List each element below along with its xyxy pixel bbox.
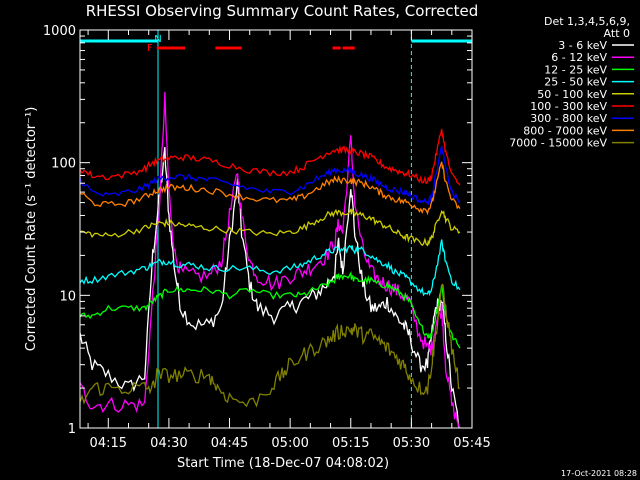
series-line-25to50keV xyxy=(79,239,461,297)
legend-label: 300 - 800 keV xyxy=(530,112,607,125)
x-axis-label: Start Time (18-Dec-07 04:08:02) xyxy=(177,456,389,471)
legend-header-1: Det 1,3,4,5,6,9, xyxy=(544,15,630,28)
series-line-7000to15000keV xyxy=(79,283,460,408)
legend-label: 12 - 25 keV xyxy=(544,63,607,76)
y-tick-label: 100 xyxy=(51,157,76,172)
x-tick-label: 05:15 xyxy=(332,436,369,451)
annotation-n: N xyxy=(154,34,161,45)
x-tick-label: 04:45 xyxy=(211,436,248,451)
y-tick-label: 1 xyxy=(68,422,76,437)
legend-label: 25 - 50 keV xyxy=(544,76,607,89)
legend-label: 7000 - 15000 keV xyxy=(509,137,607,150)
legend-label: 100 - 300 keV xyxy=(530,100,607,113)
chart-title: RHESSI Observing Summary Count Rates, Co… xyxy=(86,2,479,20)
legend-label: 50 - 100 keV xyxy=(537,88,607,101)
render-timestamp: 17-Oct-2021 08:28 xyxy=(561,469,637,478)
series-line-300to800keV xyxy=(79,145,461,206)
x-tick-label: 05:00 xyxy=(271,436,308,451)
series-line-12to25keV xyxy=(79,270,461,349)
plot-frame xyxy=(79,29,473,429)
legend-label: 3 - 6 keV xyxy=(558,39,607,52)
annotation-f: F xyxy=(147,43,153,54)
series-line-100to300keV xyxy=(79,128,461,186)
x-tick-label: 04:30 xyxy=(150,436,187,451)
series-line-3to6keV xyxy=(79,147,461,429)
legend-label: 6 - 12 keV xyxy=(551,51,607,64)
x-tick-label: 04:15 xyxy=(90,436,127,451)
y-axis-label: Corrected Count Rate (s⁻¹ detector⁻¹) xyxy=(24,107,39,352)
legend-header-2: Att 0 xyxy=(604,27,630,40)
x-tick-label: 05:30 xyxy=(393,436,430,451)
series-line-800to7000keV xyxy=(79,161,461,216)
x-tick-label: 05:45 xyxy=(453,436,490,451)
legend-label: 800 - 7000 keV xyxy=(523,124,607,137)
y-tick-label: 1000 xyxy=(43,24,76,39)
series-line-6to12keV xyxy=(79,91,461,429)
series-line-50to100keV xyxy=(79,207,461,247)
y-tick-label: 10 xyxy=(59,289,76,304)
